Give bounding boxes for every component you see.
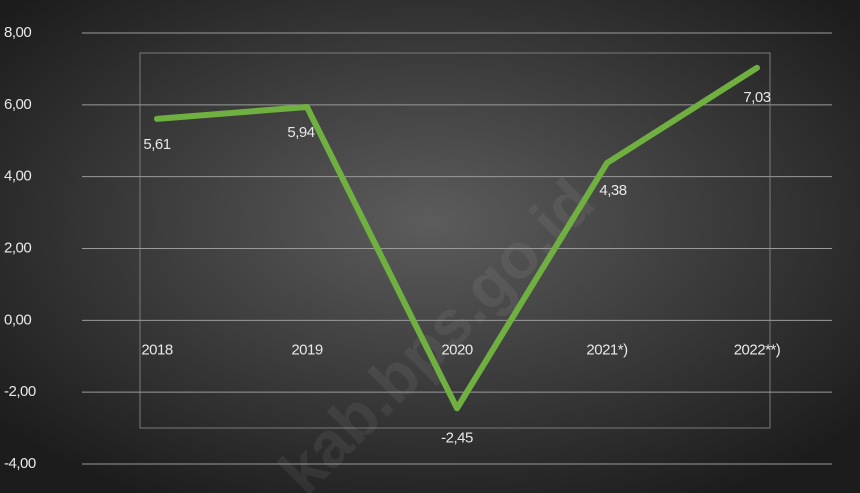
plot-frame xyxy=(139,52,771,429)
y-tick-label: 0,00 xyxy=(4,311,31,328)
x-tick-label: 2021*) xyxy=(586,341,628,358)
data-label: 4,38 xyxy=(599,182,626,199)
data-label: -2,45 xyxy=(441,429,473,446)
y-tick-label: 8,00 xyxy=(4,24,31,41)
y-tick-label: 4,00 xyxy=(4,168,31,185)
data-label: 7,03 xyxy=(743,89,770,106)
x-tick-label: 2020 xyxy=(441,341,473,358)
y-tick-label: 6,00 xyxy=(4,96,31,113)
x-tick-label: 2018 xyxy=(141,341,173,358)
data-label: 5,94 xyxy=(287,124,314,141)
y-tick-label: 2,00 xyxy=(4,239,31,256)
x-tick-label: 2019 xyxy=(291,341,323,358)
data-label: 5,61 xyxy=(143,136,170,153)
y-tick-label: -4,00 xyxy=(4,455,36,472)
y-tick-label: -2,00 xyxy=(4,383,36,400)
line xyxy=(154,64,760,412)
x-tick-label: 2022**) xyxy=(734,341,781,358)
